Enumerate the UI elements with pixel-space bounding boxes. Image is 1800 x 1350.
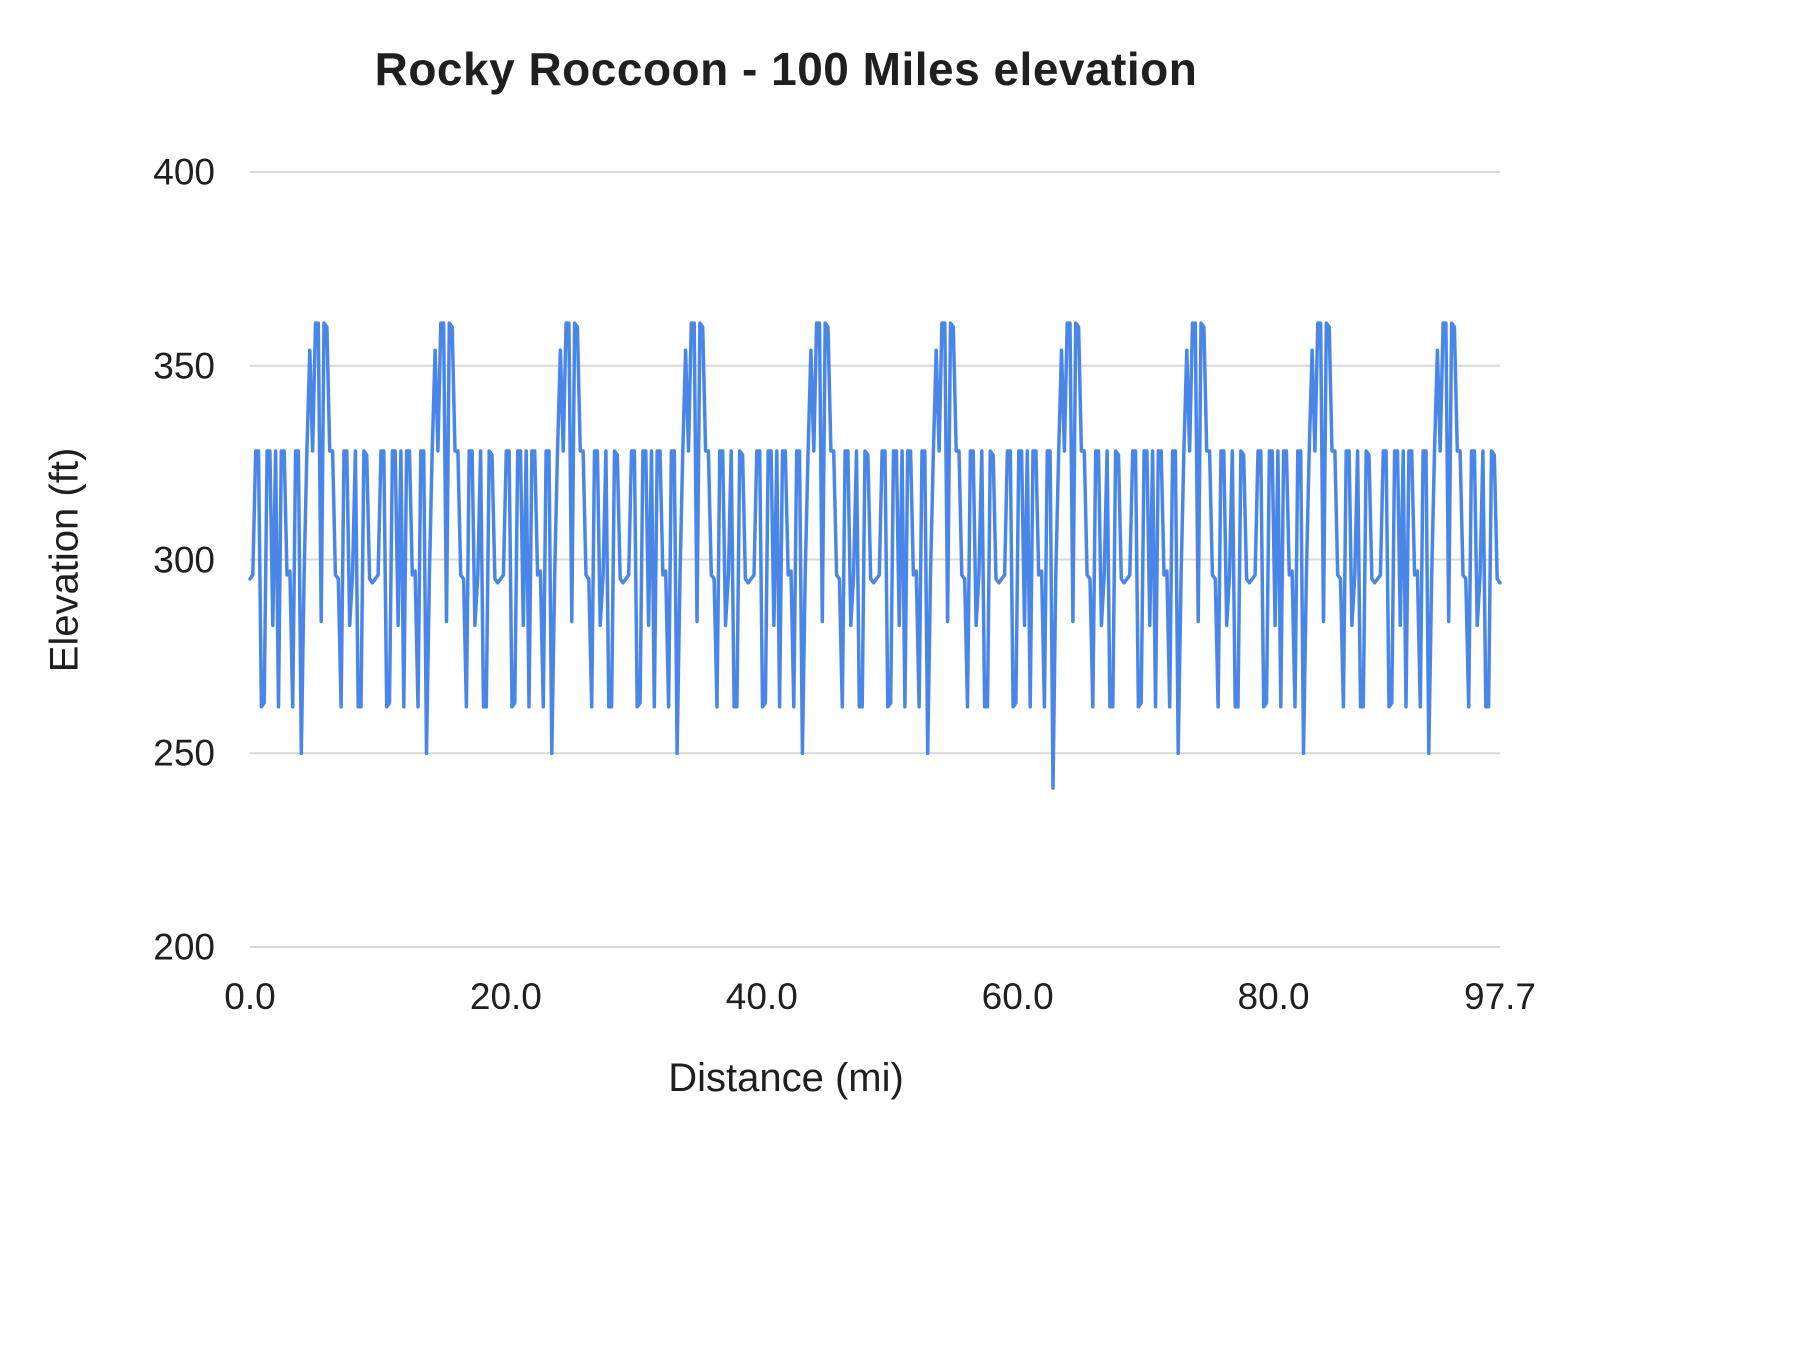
elevation-line [248,321,1502,790]
y-tick-label: 350 [153,345,215,387]
x-tick-label: 60.0 [981,976,1054,1017]
x-tick-label: 20.0 [469,976,542,1017]
x-tick-label: 0.0 [224,976,276,1017]
x-axis-title: Distance (mi) [668,1056,904,1100]
y-tick-label: 400 [153,151,215,193]
chart-title: Rocky Roccoon - 100 Miles elevation [374,43,1198,95]
x-tick-label: 97.7 [1463,976,1537,1017]
x-tick-label: 80.0 [1237,976,1310,1017]
y-tick-label: 200 [153,926,215,968]
y-tick-label: 250 [153,732,215,774]
x-tick-label: 40.0 [725,976,798,1017]
y-tick-label: 300 [153,539,215,580]
